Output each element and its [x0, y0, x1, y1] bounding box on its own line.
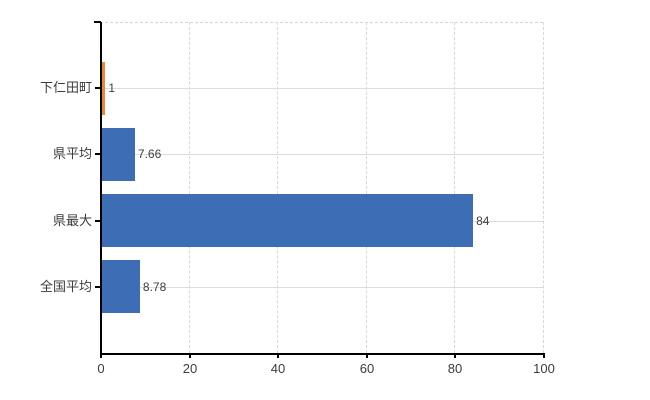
bar: [102, 194, 473, 247]
x-axis-line: [100, 353, 543, 355]
gridline-v: [277, 22, 279, 353]
x-axis-tick: [366, 353, 368, 358]
x-axis-tick-label: 80: [447, 361, 463, 376]
plot-top-border: [100, 22, 543, 23]
x-axis-tick: [277, 353, 279, 358]
bar-value-label: 7.66: [137, 147, 162, 161]
x-axis-tick: [454, 353, 456, 358]
bar-value-label: 8.78: [142, 280, 167, 294]
y-axis-tick: [95, 87, 101, 89]
category-label: 全国平均: [39, 279, 92, 294]
x-axis-tick-label: 40: [270, 361, 286, 376]
category-label: 下仁田町: [39, 80, 92, 95]
gridline-v: [543, 22, 544, 353]
bar-value-label: 1: [108, 81, 116, 95]
x-axis-tick: [189, 353, 191, 358]
gridline-h: [100, 88, 543, 89]
y-axis-tick: [95, 153, 101, 155]
x-axis-tick-label: 0: [97, 361, 105, 376]
gridline-v: [454, 22, 456, 353]
category-label: 県最大: [52, 213, 92, 228]
gridline-h: [100, 154, 543, 155]
gridline-v: [188, 22, 190, 353]
x-axis-tick-label: 60: [359, 361, 375, 376]
y-axis-tick: [95, 220, 101, 222]
x-axis-tick: [543, 353, 545, 358]
gridline-v: [365, 22, 367, 353]
category-label: 県平均: [52, 146, 92, 161]
y-axis-line: [100, 22, 102, 353]
plot-area: 1 7.66 84 8.78: [100, 22, 544, 355]
y-axis-top-tick: [94, 21, 101, 23]
gridline-h: [100, 287, 543, 288]
x-axis-tick: [100, 353, 102, 358]
bar: [102, 260, 140, 313]
bar: [102, 128, 135, 181]
y-axis-tick: [95, 286, 101, 288]
bar-value-label: 84: [476, 214, 490, 228]
x-axis-tick-label: 100: [533, 361, 555, 376]
bar: [102, 62, 105, 115]
x-axis-tick-label: 20: [182, 361, 198, 376]
